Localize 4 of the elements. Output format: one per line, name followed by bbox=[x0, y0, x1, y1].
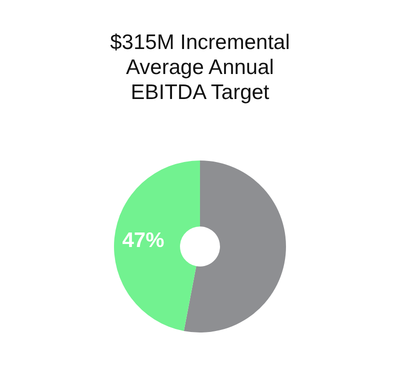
donut-slice bbox=[114, 160, 200, 331]
donut-slice bbox=[184, 160, 286, 332]
chart-title: $315M Incremental Average Annual EBITDA Target bbox=[110, 31, 290, 104]
data-label: 47% bbox=[122, 229, 165, 252]
